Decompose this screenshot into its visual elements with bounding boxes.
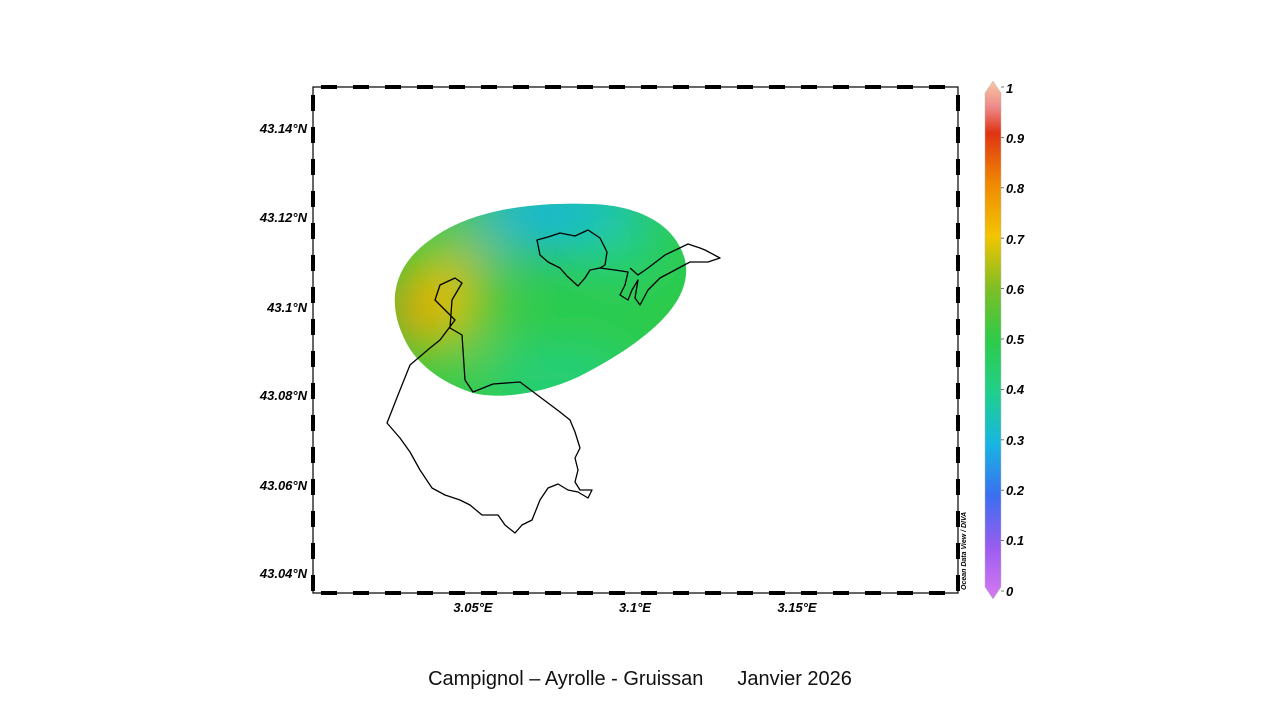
colorbar-scale [984, 80, 1002, 600]
coastline [386, 229, 721, 534]
lat-label: 43.06°N [259, 478, 308, 493]
longitude-axis: 3.05°E 3.1°E 3.15°E [453, 600, 817, 615]
lat-label: 43.14°N [259, 121, 308, 136]
interpolated-field [394, 203, 687, 396]
lon-label: 3.1°E [619, 600, 651, 615]
colorbar-label: 0 [1006, 584, 1014, 599]
lat-label: 43.12°N [259, 210, 308, 225]
coastline-main [386, 277, 593, 534]
colorbar: 1 0.9 0.8 0.7 0.6 0.5 0.4 0.3 0.2 0.1 0 [984, 80, 1025, 600]
lat-label: 43.08°N [259, 388, 308, 403]
colorbar-label: 0.9 [1006, 131, 1025, 146]
colorbar-label: 1 [1006, 81, 1013, 96]
caption-date: Janvier 2026 [737, 668, 852, 690]
odv-credit: Ocean Data View / DIVA [961, 512, 968, 590]
lat-label: 43.04°N [259, 566, 308, 581]
colorbar-label: 0.7 [1006, 232, 1025, 247]
colorbar-label: 0.2 [1006, 483, 1025, 498]
figure-caption: Campignol – Ayrolle - Gruissan Janvier 20… [0, 668, 1280, 691]
colorbar-label: 0.1 [1006, 533, 1024, 548]
lon-label: 3.05°E [453, 600, 493, 615]
lon-label: 3.15°E [777, 600, 817, 615]
colorbar-label: 0.8 [1006, 181, 1025, 196]
latitude-axis: 43.14°N 43.12°N 43.1°N 43.08°N 43.06°N 4… [259, 121, 308, 581]
colorbar-label: 0.6 [1006, 282, 1025, 297]
caption-location: Campignol – Ayrolle - Gruissan [428, 668, 704, 690]
colorbar-ticks [1001, 86, 1004, 592]
frame-dashes [311, 85, 960, 595]
lat-label: 43.1°N [266, 300, 308, 315]
coastline-channel [599, 243, 721, 306]
colorbar-label: 0.4 [1006, 382, 1025, 397]
colorbar-label: 0.5 [1006, 332, 1025, 347]
colorbar-label: 0.3 [1006, 433, 1025, 448]
